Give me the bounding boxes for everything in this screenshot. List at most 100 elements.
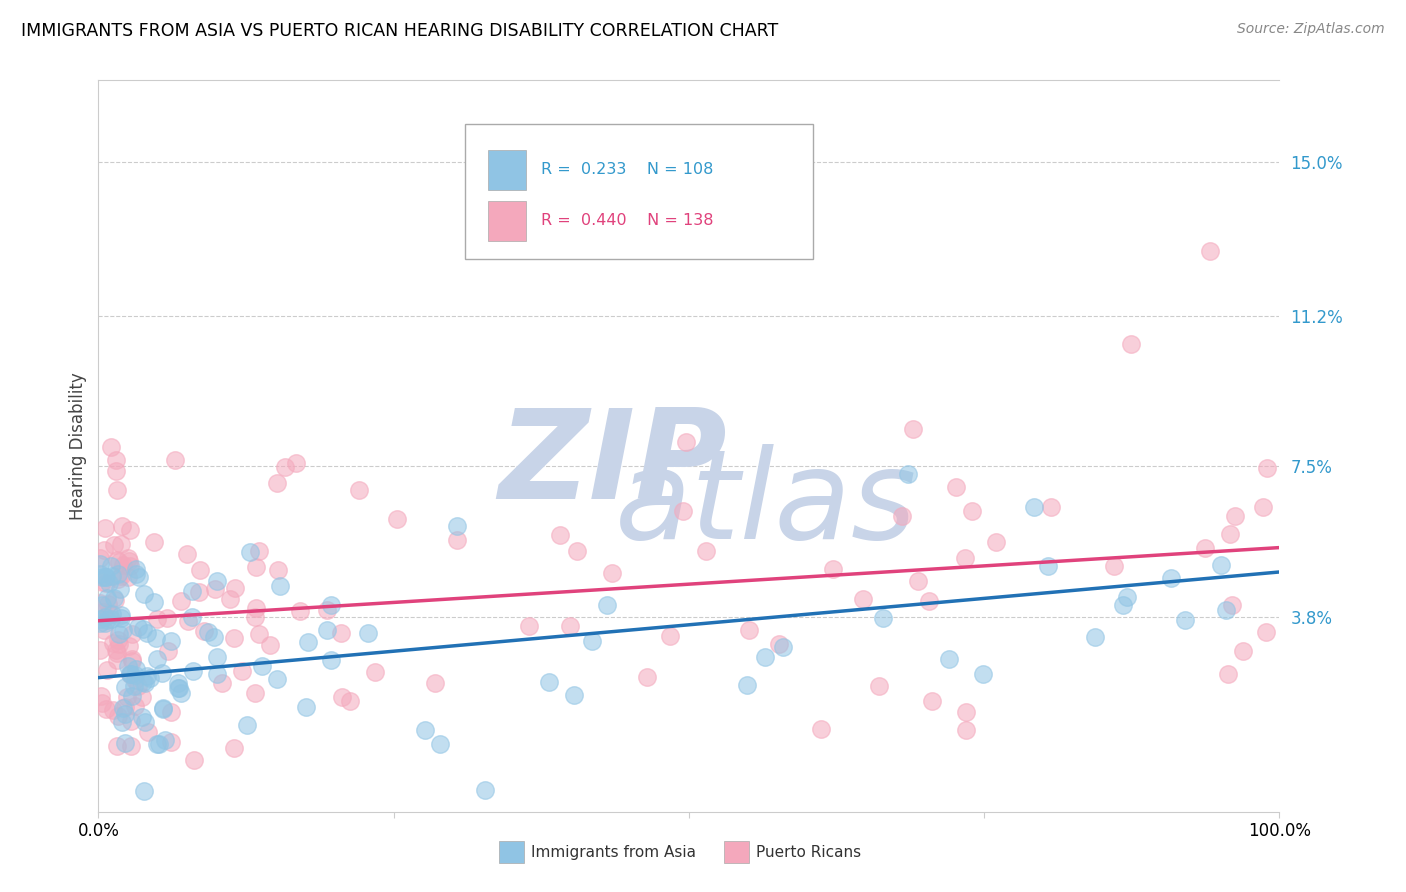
Point	[114, 706, 136, 721]
Point	[89, 643, 111, 657]
Point	[118, 667, 141, 681]
Point	[120, 714, 142, 728]
Point	[148, 738, 170, 752]
Point	[120, 667, 142, 681]
Point	[94, 570, 117, 584]
Point	[94, 520, 117, 534]
Point	[1104, 558, 1126, 573]
Point	[329, 625, 352, 640]
Point	[134, 676, 156, 690]
Point	[247, 544, 270, 558]
Point	[243, 610, 266, 624]
Point	[294, 700, 316, 714]
Point	[127, 620, 149, 634]
Point	[93, 624, 115, 638]
Text: Puerto Ricans: Puerto Ricans	[756, 845, 862, 860]
Point	[565, 544, 588, 558]
Point	[1218, 667, 1240, 681]
Point	[117, 570, 139, 584]
Point	[288, 604, 311, 618]
Point	[176, 547, 198, 561]
Text: atlas: atlas	[614, 444, 917, 565]
Point	[91, 599, 114, 613]
Point	[101, 635, 124, 649]
Point	[124, 673, 146, 687]
Y-axis label: Hearing Disability: Hearing Disability	[69, 372, 87, 520]
Point	[538, 675, 561, 690]
Point	[170, 594, 193, 608]
Point	[236, 717, 259, 731]
Point	[142, 595, 165, 609]
Point	[114, 736, 136, 750]
Point	[446, 519, 468, 533]
Point	[735, 678, 758, 692]
Point	[89, 597, 111, 611]
Point	[167, 681, 190, 695]
Point	[188, 564, 211, 578]
Point	[347, 483, 370, 497]
Point	[851, 592, 873, 607]
Point	[118, 554, 141, 568]
Point	[1256, 624, 1278, 639]
Point	[772, 640, 794, 654]
Text: ZIP: ZIP	[498, 404, 727, 524]
Point	[89, 616, 111, 631]
Point	[108, 555, 131, 569]
Point	[1111, 598, 1133, 612]
Point	[247, 627, 270, 641]
Point	[94, 610, 117, 624]
Point	[581, 633, 603, 648]
Point	[125, 566, 148, 581]
Point	[90, 697, 112, 711]
Point	[1223, 508, 1246, 523]
Point	[134, 587, 156, 601]
Point	[89, 551, 111, 566]
Point	[364, 665, 387, 679]
Point	[132, 622, 155, 636]
Point	[1116, 590, 1139, 604]
Point	[1119, 337, 1142, 351]
Point	[146, 651, 169, 665]
Point	[446, 533, 468, 547]
Point	[152, 701, 174, 715]
Point	[316, 624, 339, 638]
Point	[108, 582, 131, 597]
Point	[160, 634, 183, 648]
Point	[259, 638, 281, 652]
Point	[111, 558, 134, 572]
Point	[160, 734, 183, 748]
Point	[955, 705, 977, 719]
Point	[125, 662, 148, 676]
Point	[93, 605, 115, 619]
Text: Immigrants from Asia: Immigrants from Asia	[531, 845, 696, 860]
Point	[107, 637, 129, 651]
Point	[181, 610, 204, 624]
Point	[560, 619, 582, 633]
Point	[768, 637, 790, 651]
Point	[222, 631, 245, 645]
Point	[145, 632, 167, 646]
Point	[205, 649, 228, 664]
Point	[89, 612, 111, 626]
Point	[1211, 558, 1233, 573]
Point	[245, 559, 267, 574]
Point	[1194, 541, 1216, 555]
Point	[183, 665, 205, 679]
Point	[250, 658, 273, 673]
Text: Source: ZipAtlas.com: Source: ZipAtlas.com	[1237, 22, 1385, 37]
Point	[100, 558, 122, 573]
Point	[111, 623, 134, 637]
Point	[117, 639, 139, 653]
Point	[111, 519, 134, 533]
Point	[600, 566, 623, 580]
Point	[821, 562, 844, 576]
Point	[330, 690, 353, 705]
Point	[156, 611, 179, 625]
Point	[1036, 558, 1059, 573]
Point	[901, 422, 924, 436]
Point	[519, 162, 541, 177]
Point	[146, 737, 169, 751]
Bar	[488, 150, 526, 190]
Point	[266, 673, 288, 687]
Point	[152, 702, 174, 716]
